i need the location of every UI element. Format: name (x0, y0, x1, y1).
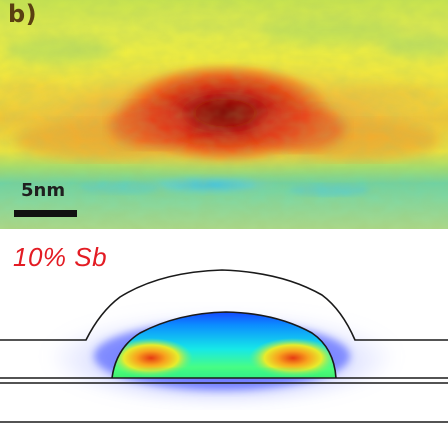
composition-label: 10% Sb (13, 242, 108, 272)
simulation-panel: 10% Sb (0, 229, 448, 437)
simulation-mode-profile (0, 229, 448, 437)
composition-map: b) 5nm (0, 0, 448, 229)
composition-heatmap (0, 0, 448, 229)
